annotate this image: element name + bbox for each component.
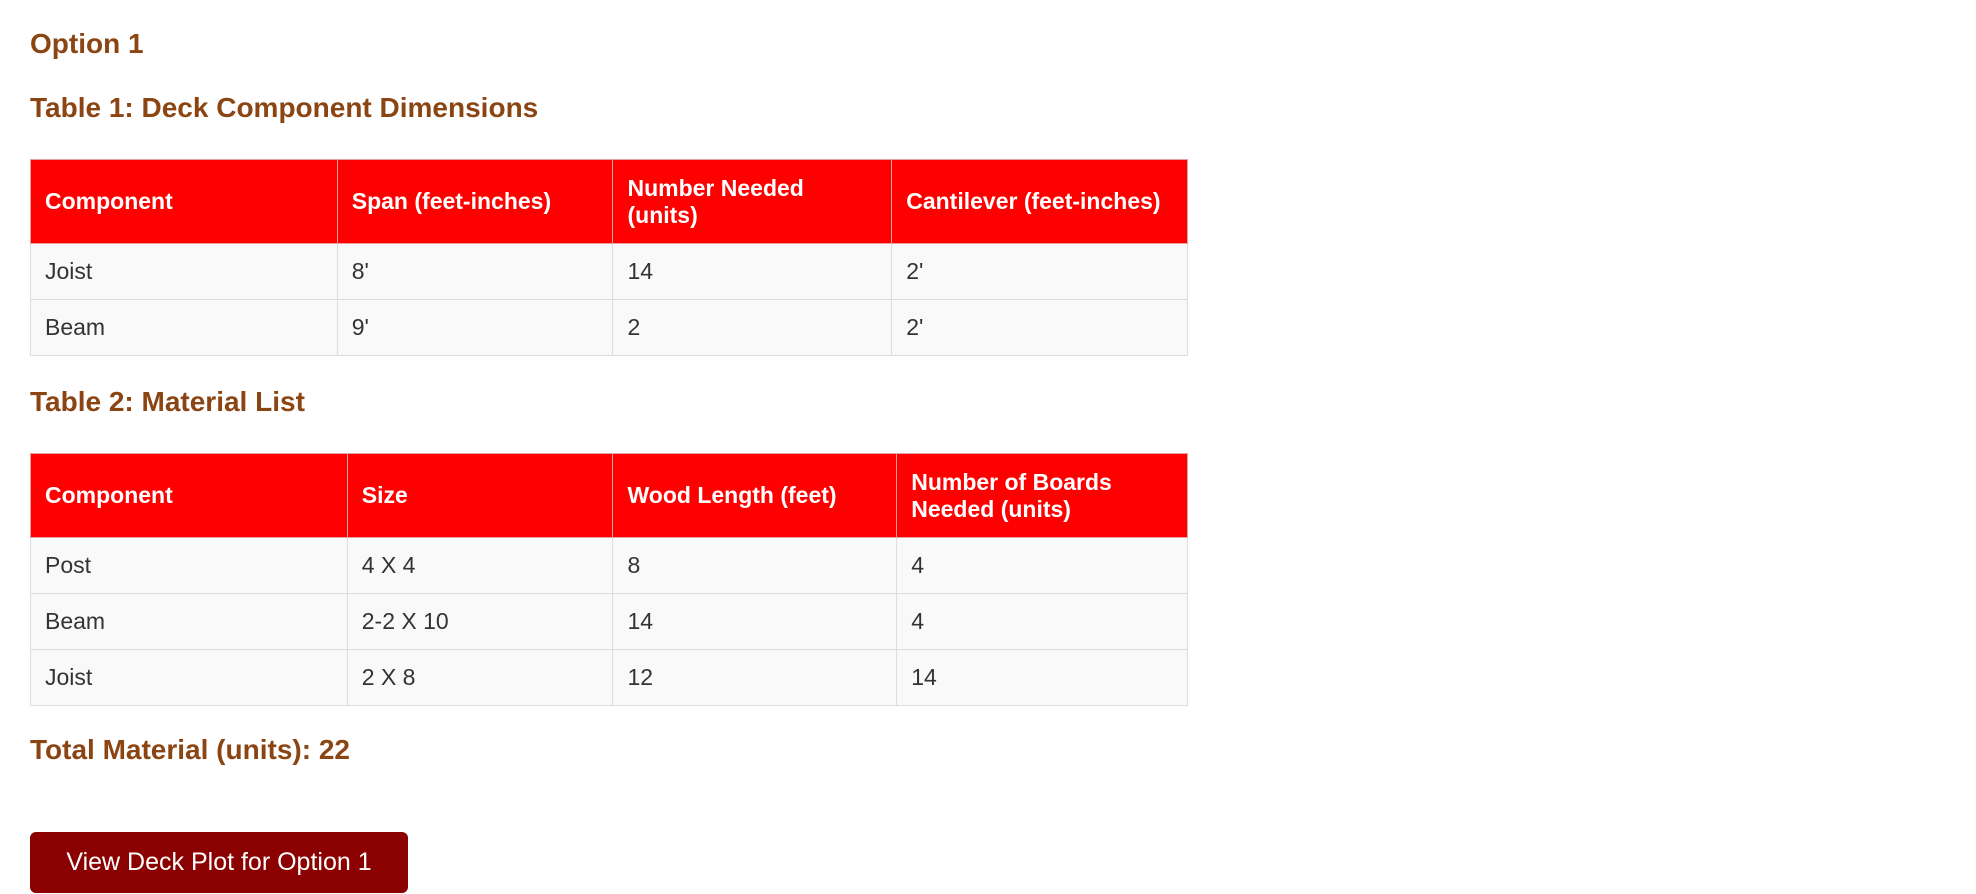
table-cell: 14 [612,593,898,650]
column-header: Size [346,453,614,538]
table-header-row: Component Span (feet-inches) Number Need… [30,159,1188,244]
table-row: Post 4 X 4 8 4 [30,537,1188,594]
table-cell: Post [30,537,348,594]
table-cell: Beam [30,299,338,356]
column-header: Cantilever (feet-inches) [891,159,1188,244]
total-material: Total Material (units): 22 [30,734,350,765]
table-cell: 4 X 4 [346,537,614,594]
table-cell: 12 [612,649,898,706]
table-row: Joist 2 X 8 12 14 [30,649,1188,706]
column-header: Component [30,159,338,244]
table-cell: Joist [30,649,348,706]
table-cell: 14 [896,649,1188,706]
table-cell: 2' [891,299,1188,356]
table-cell: 2 X 8 [346,649,614,706]
table-cell: 2-2 X 10 [346,593,614,650]
table-cell: Beam [30,593,348,650]
table-row: Beam 2-2 X 10 14 4 [30,593,1188,650]
material-list-table: Component Size Wood Length (feet) Number… [30,453,1188,706]
table-cell: 8' [336,243,614,300]
column-header: Component [30,453,348,538]
column-header: Number of Boards Needed (units) [896,453,1188,538]
table-row: Joist 8' 14 2' [30,243,1188,300]
column-header: Span (feet-inches) [336,159,614,244]
table-cell: 14 [612,243,893,300]
table2-title: Table 2: Material List [30,386,305,417]
table-cell: Joist [30,243,338,300]
deck-component-dimensions-table: Component Span (feet-inches) Number Need… [30,159,1188,356]
table-row: Beam 9' 2 2' [30,299,1188,356]
column-header: Wood Length (feet) [612,453,898,538]
table-cell: 9' [336,299,614,356]
option-title: Option 1 [30,28,144,59]
view-deck-plot-button[interactable]: View Deck Plot for Option 1 [30,832,408,893]
table-cell: 2 [612,299,893,356]
column-header: Number Needed (units) [612,159,893,244]
table1-title: Table 1: Deck Component Dimensions [30,92,539,123]
table-cell: 4 [896,537,1188,594]
table-cell: 2' [891,243,1188,300]
table-cell: 8 [612,537,898,594]
table-cell: 4 [896,593,1188,650]
table-header-row: Component Size Wood Length (feet) Number… [30,453,1188,538]
